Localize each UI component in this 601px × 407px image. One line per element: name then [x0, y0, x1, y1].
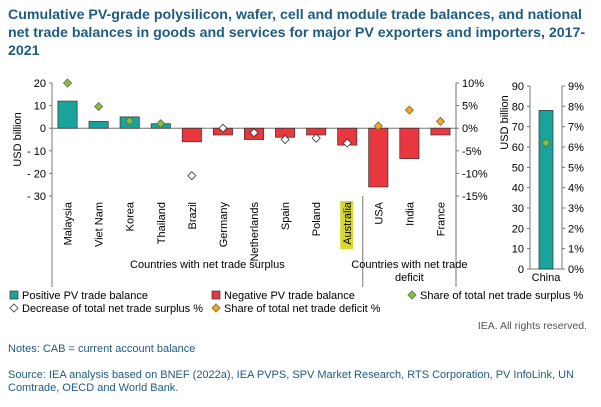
china-positive-bar [538, 110, 554, 270]
category-label: Australia [342, 201, 354, 245]
category-label: Spain [280, 202, 292, 230]
negative-bar [399, 127, 420, 160]
category-label: India [404, 201, 416, 226]
category-label: Brazil [187, 202, 199, 230]
y-tick-label: 10 [34, 101, 46, 113]
y-tick-label: - 10 [27, 146, 46, 158]
china-y-tick-label: 40 [512, 183, 524, 195]
y-tick-label: 0 [40, 123, 46, 135]
china-y-tick-label: 30 [512, 203, 524, 215]
y2-tick-label: -5% [462, 146, 482, 158]
china-share-surplus-marker [541, 138, 551, 148]
china-category-label: China [532, 272, 562, 284]
share-surplus-marker [125, 116, 135, 126]
legend-label: Decrease of total net trade surplus % [22, 303, 203, 315]
main-panel: 20 10 0 - 10 - 20 - 30 10% 5% 0% -5% -10% -15% USD b… [12, 78, 488, 287]
y2-tick-label: 0% [462, 123, 478, 135]
legend-swatch [211, 303, 221, 313]
china-y-tick-label: 20 [512, 223, 524, 235]
china-y2-tick-label: 2% [568, 223, 584, 235]
y-tick-label: - 20 [27, 168, 46, 180]
legend-swatch [211, 290, 221, 300]
y2-tick-label: -10% [462, 168, 488, 180]
category-label: Malaysia [63, 201, 75, 245]
rights-notice: IEA. All rights reserved. [477, 320, 587, 332]
legend-label: Share of total net trade deficit % [224, 303, 381, 315]
negative-bar [181, 127, 202, 143]
category-label: Poland [311, 202, 323, 236]
china-y-tick-label: 10 [512, 244, 524, 256]
negative-bar [368, 127, 389, 188]
category-label: Korea [125, 201, 137, 231]
y-axis-title: USD billion [12, 112, 24, 166]
share-deficit-marker [435, 116, 446, 126]
china-y2-tick-label: 3% [568, 203, 584, 215]
china-y-tick-label: 90 [512, 81, 524, 93]
group-label-surplus: Countries with net trade surplus [130, 259, 285, 271]
share-deficit-marker [373, 121, 383, 131]
legend: Positive PV trade balance Negative PV tra… [9, 290, 583, 315]
china-y-tick-label: 50 [512, 162, 524, 174]
positive-bar [88, 121, 109, 129]
china-y-axis-title: USD billion [499, 95, 511, 149]
china-y-tick-label: 60 [512, 142, 524, 154]
china-y2-tick-label: 0% [568, 264, 584, 276]
chart-title: Cumulative PV-grade polysilicon, wafer, … [8, 7, 586, 59]
y2-tick-label: 10% [462, 78, 484, 90]
source-text: Source: IEA analysis based on BNEF (2022… [8, 369, 574, 394]
china-y2-tick-label: 7% [568, 122, 584, 134]
decrease-surplus-marker [249, 128, 259, 138]
china-panel: 90 80 70 60 50 40 30 20 10 0 9% 8% 7% 6% 5% 4% 3% 2% 1% 0% U… [499, 81, 584, 284]
highlight-label-background [340, 201, 354, 249]
notes-text: Notes: CAB = current account balance [8, 343, 196, 355]
negative-bar [430, 127, 451, 136]
share-surplus-marker [62, 78, 73, 88]
legend-swatch [9, 290, 19, 300]
china-y2-tick-label: 4% [568, 183, 584, 195]
decrease-surplus-marker [187, 171, 197, 181]
legend-label: Positive PV trade balance [22, 290, 148, 302]
group-label-deficit-line2: deficit [395, 272, 424, 284]
china-y-tick-label: 80 [512, 101, 524, 113]
decrease-surplus-marker [342, 138, 352, 148]
legend-label: Negative PV trade balance [224, 290, 355, 302]
share-surplus-marker [156, 119, 166, 129]
legend-swatch [9, 303, 19, 313]
y2-tick-label: -15% [462, 191, 488, 203]
decrease-surplus-marker [280, 134, 290, 145]
china-y2-tick-label: 9% [568, 81, 584, 93]
china-y2-tick-label: 5% [568, 162, 584, 174]
china-y2-tick-label: 8% [568, 101, 584, 113]
share-deficit-marker [404, 105, 414, 115]
decrease-surplus-marker [218, 123, 228, 133]
group-label-deficit-line1: Countries with net trade [351, 259, 467, 271]
china-y2-tick-label: 1% [568, 244, 584, 256]
china-y2-tick-label: 6% [568, 142, 584, 154]
legend-swatch [407, 290, 417, 300]
category-label: USA [373, 201, 385, 224]
legend-label: Share of total net trade surplus % [420, 290, 583, 302]
category-label: France [435, 202, 447, 236]
category-label: Thailand [156, 202, 168, 244]
category-label: Germany [218, 202, 230, 248]
positive-bar [57, 100, 78, 129]
category-label: Viet Nam [94, 202, 106, 247]
china-y-tick-label: 0 [518, 264, 524, 276]
y2-tick-label: 5% [462, 101, 478, 113]
y-tick-label: 20 [34, 78, 46, 90]
decrease-surplus-marker [311, 133, 321, 143]
y-tick-label: - 30 [27, 191, 46, 203]
category-label: Netherlands [249, 202, 261, 262]
china-y-tick-label: 70 [512, 122, 524, 134]
share-surplus-marker [94, 101, 104, 112]
